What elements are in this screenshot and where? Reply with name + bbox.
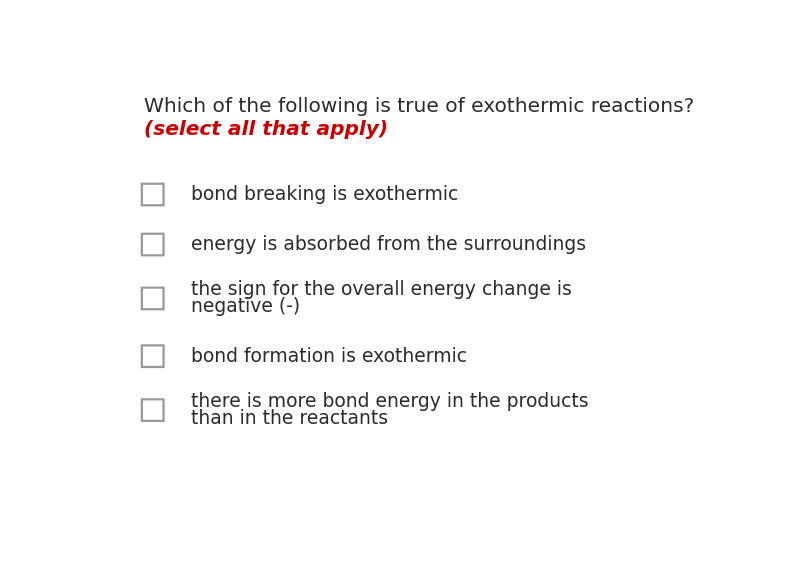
Text: than in the reactants: than in the reactants [191, 409, 389, 428]
Text: Which of the following is true of exothermic reactions?: Which of the following is true of exothe… [144, 97, 694, 116]
Text: energy is absorbed from the surroundings: energy is absorbed from the surroundings [191, 235, 586, 254]
Text: bond breaking is exothermic: bond breaking is exothermic [191, 185, 458, 204]
Text: bond formation is exothermic: bond formation is exothermic [191, 347, 467, 366]
Text: (select all that apply): (select all that apply) [144, 120, 388, 139]
Text: negative (-): negative (-) [191, 297, 301, 316]
Text: there is more bond energy in the products: there is more bond energy in the product… [191, 392, 589, 411]
Text: the sign for the overall energy change is: the sign for the overall energy change i… [191, 280, 572, 300]
